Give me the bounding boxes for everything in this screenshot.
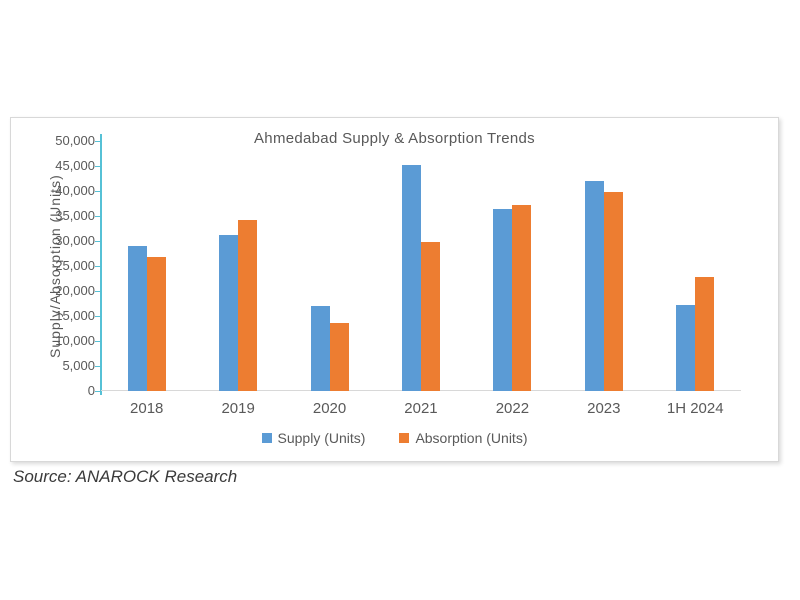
legend-swatch — [399, 433, 410, 443]
y-axis-tick-labels: 0 5,000 10,000 15,000 20,000 25,000 30,000 35,0… — [35, 134, 95, 398]
category-slot-1h-2024 — [650, 141, 741, 391]
bar-absorption-2020 — [329, 322, 349, 391]
legend-label: Supply (Units) — [277, 430, 366, 446]
y-tick-mark — [95, 190, 100, 192]
legend-item: Absorption (Units) — [399, 430, 527, 446]
legend-label: Absorption (Units) — [415, 430, 528, 446]
plot-area — [95, 134, 741, 395]
y-tick-mark — [95, 265, 100, 267]
y-tick-mark — [95, 240, 100, 242]
bar-supply-2020 — [310, 306, 330, 391]
x-axis-label-2020: 2020 — [312, 400, 347, 417]
bar-absorption-2018 — [146, 257, 166, 391]
legend-item: Supply (Units) — [261, 430, 366, 446]
bar-absorption-1h-2024 — [695, 276, 715, 391]
y-tick-label: 5,000 — [62, 358, 95, 373]
chart-container: Ahmedabad Supply & Absorption Trends Sup… — [10, 117, 779, 462]
y-tick-mark — [95, 215, 100, 217]
bar-absorption-2023 — [603, 192, 623, 391]
x-axis-labels: 2018 2019 2020 2021 2022 2023 1H 2024 — [101, 400, 741, 417]
bar-supply-2023 — [584, 180, 604, 391]
y-tick-label: 25,000 — [55, 258, 95, 273]
y-tick-label: 10,000 — [55, 333, 95, 348]
x-axis-label-2023: 2023 — [587, 400, 621, 417]
y-axis-line — [100, 134, 102, 395]
y-tick-label: 15,000 — [55, 308, 95, 323]
bar-supply-2019 — [219, 234, 239, 391]
bar-supply-1h-2024 — [676, 305, 696, 391]
x-axis-label-2019: 2019 — [221, 400, 255, 417]
y-tick-mark — [95, 290, 100, 292]
y-tick-mark — [95, 340, 100, 342]
y-tick-mark — [95, 365, 100, 367]
bar-absorption-2019 — [238, 220, 258, 391]
bar-supply-2022 — [493, 209, 513, 391]
bars-row — [101, 141, 741, 391]
y-tick-label: 35,000 — [55, 208, 95, 223]
category-slot-2019 — [192, 141, 283, 391]
y-tick-mark — [95, 165, 100, 167]
bar-absorption-2021 — [420, 241, 440, 391]
x-axis-label-1h-2024: 1H 2024 — [666, 400, 724, 417]
y-tick-label: 45,000 — [55, 158, 95, 173]
bar-supply-2018 — [127, 246, 147, 391]
x-axis-label-2022: 2022 — [495, 400, 530, 417]
y-tick-label: 0 — [87, 383, 95, 398]
x-axis-label-2021: 2021 — [404, 400, 438, 417]
y-tick-label: 40,000 — [55, 183, 95, 198]
chart-title: Ahmedabad Supply & Absorption Trends — [254, 130, 535, 147]
category-slot-2020 — [284, 141, 375, 391]
y-tick-mark — [95, 140, 100, 142]
category-slot-2023 — [558, 141, 649, 391]
y-tick-label: 20,000 — [55, 283, 95, 298]
y-tick-mark — [95, 315, 100, 317]
y-tick-label: 50,000 — [55, 133, 95, 148]
x-axis-label-2018: 2018 — [130, 400, 164, 417]
bar-supply-2021 — [401, 164, 421, 391]
legend: Supply (Units) Absorption (Units) — [11, 430, 778, 446]
category-slot-2018 — [101, 141, 192, 391]
category-slot-2021 — [375, 141, 466, 391]
category-slot-2022 — [467, 141, 558, 391]
bar-absorption-2022 — [512, 205, 532, 391]
source-note: Source: ANAROCK Research — [13, 467, 238, 486]
y-tick-mark — [95, 390, 100, 392]
y-tick-label: 30,000 — [55, 233, 95, 248]
legend-swatch — [261, 433, 272, 443]
